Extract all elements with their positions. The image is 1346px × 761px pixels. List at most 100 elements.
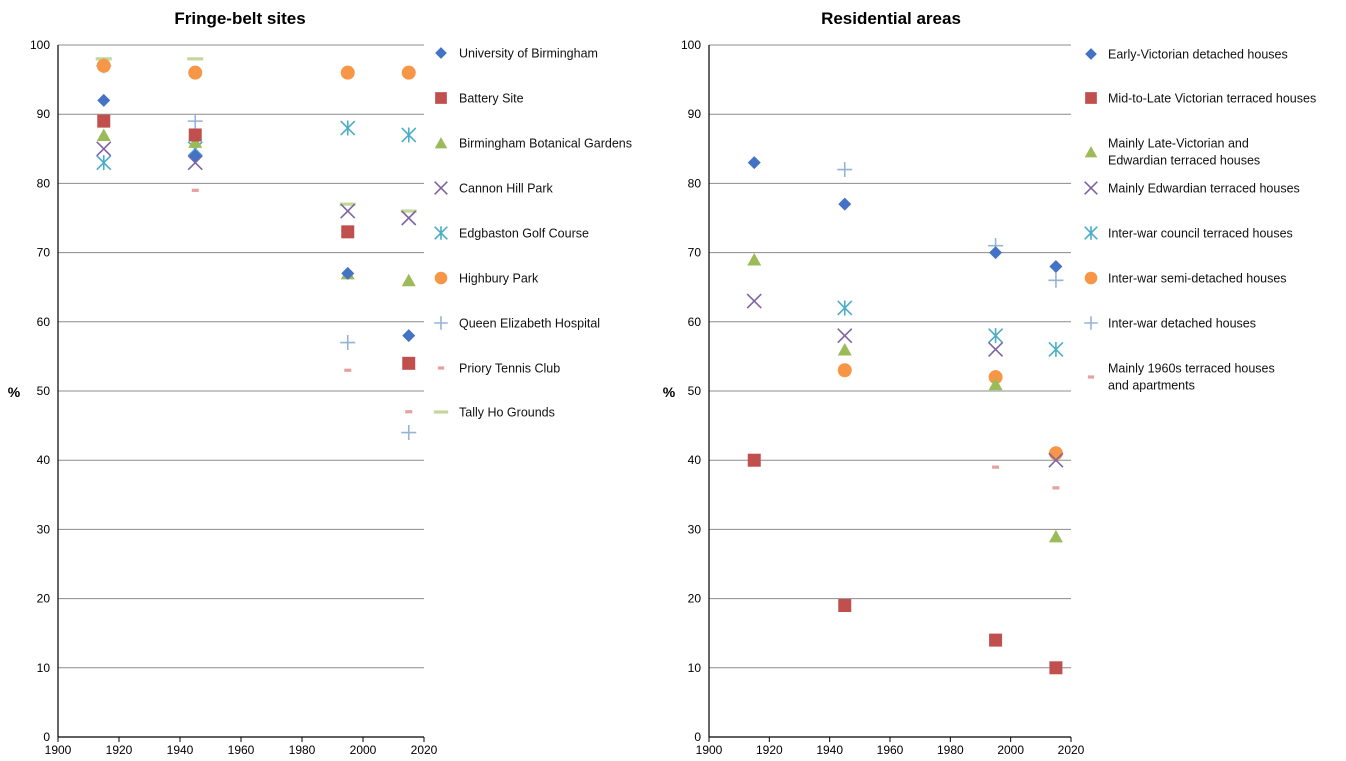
- legend-label: Birmingham Botanical Gardens: [459, 137, 632, 151]
- data-point: [402, 329, 416, 343]
- data-point: [1049, 259, 1063, 273]
- data-point: [96, 128, 111, 141]
- legend-item: Edgbaston Golf Course: [434, 226, 589, 241]
- legend-marker: [433, 410, 449, 414]
- legend-item: Queen Elizabeth Hospital: [434, 316, 600, 331]
- data-point: [188, 128, 202, 142]
- legend-item: Early-Victorian detached houses: [1085, 48, 1288, 62]
- legend-item: Birmingham Botanical Gardens: [434, 137, 632, 151]
- legend-marker: [1084, 271, 1098, 285]
- chart-panel-2: Residential areas 0 10 20 30 40 50 60 70 80 90 100 1…: [663, 9, 1316, 757]
- legend-item: Mid-to-Late Victorian terraced houses: [1085, 92, 1316, 106]
- data-point: [988, 370, 1003, 385]
- legend-item: Inter-war detached houses: [1084, 316, 1256, 331]
- legend-item: Mainly Edwardian terraced houses: [1084, 181, 1300, 196]
- legend-item: Mainly 1960s terraced houses and apartmen…: [1087, 362, 1275, 393]
- data-point: [838, 599, 852, 613]
- x-tick-label: 2020: [411, 743, 438, 757]
- x-tick-label: 1900: [45, 743, 72, 757]
- data-point: [1048, 452, 1064, 468]
- y-tick-label: 50: [688, 384, 702, 398]
- legend-label: Edgbaston Golf Course: [459, 227, 589, 241]
- legend-label: Battery Site: [459, 92, 524, 106]
- data-point: [341, 225, 355, 239]
- chart-panel-1: Fringe-belt sites 0 10 20 30 40 50 60 70 80 90 100 1…: [8, 9, 632, 757]
- legend-marker: [1087, 375, 1095, 379]
- legend-marker: [434, 181, 448, 195]
- data-point: [992, 465, 1000, 469]
- y-axis-label: %: [663, 384, 676, 400]
- chart-title: Residential areas: [821, 9, 961, 28]
- data-point: [746, 293, 762, 309]
- legend-label: Early-Victorian detached houses: [1108, 48, 1288, 62]
- legend-marker: [435, 92, 447, 104]
- legend-label: Tally Ho Grounds: [459, 406, 555, 420]
- data-point: [837, 328, 853, 344]
- x-tick-label: 1920: [106, 743, 133, 757]
- data-point: [989, 246, 1003, 260]
- legend-item: Highbury Park: [434, 272, 539, 286]
- legend-marker: [1085, 48, 1097, 60]
- data-point: [837, 162, 853, 178]
- legend-label: Cannon Hill Park: [459, 182, 554, 196]
- legend-label: Inter-war detached houses: [1108, 317, 1256, 331]
- y-tick-label: 30: [37, 522, 51, 536]
- y-tick-label: 10: [37, 661, 51, 675]
- data-point: [401, 210, 417, 226]
- x-tick-label: 2020: [1058, 743, 1085, 757]
- y-tick-label: 10: [688, 661, 702, 675]
- data-point: [187, 113, 203, 129]
- data-point: [402, 356, 416, 370]
- data-point: [837, 300, 853, 316]
- y-tick-label: 60: [37, 315, 51, 329]
- legend-item: Priory Tennis Club: [437, 362, 560, 376]
- data-point: [187, 57, 204, 61]
- data-point: [747, 253, 762, 266]
- x-tick-label: 1960: [877, 743, 904, 757]
- data-point: [344, 368, 352, 372]
- data-point: [339, 202, 356, 206]
- data-point: [340, 335, 356, 351]
- y-tick-label: 70: [37, 246, 51, 260]
- legend-item: Inter-war semi-detached houses: [1084, 271, 1287, 286]
- legend-label: Queen Elizabeth Hospital: [459, 317, 600, 331]
- data-point: [401, 273, 416, 287]
- y-tick-label: 50: [37, 384, 51, 398]
- data-point: [340, 120, 356, 136]
- legend-marker: [435, 47, 447, 59]
- data-point: [96, 141, 112, 157]
- legend-label: Priory Tennis Club: [459, 362, 560, 376]
- legend-marker: [1084, 316, 1098, 330]
- legend-marker: [434, 226, 448, 240]
- data-point: [401, 127, 417, 143]
- legend-label: Highbury Park: [459, 272, 539, 286]
- data-point: [837, 342, 852, 356]
- legend-item: Cannon Hill Park: [434, 181, 554, 196]
- y-tick-label: 0: [43, 730, 50, 744]
- x-tick-label: 1960: [228, 743, 255, 757]
- y-tick-label: 70: [688, 246, 702, 260]
- legend-marker: [1084, 146, 1098, 158]
- legend-label: Mainly Edwardian terraced houses: [1108, 182, 1300, 196]
- x-tick-label: 1940: [816, 743, 843, 757]
- data-point: [341, 266, 355, 280]
- data-point: [1049, 661, 1063, 675]
- y-tick-label: 60: [688, 315, 702, 329]
- data-point: [1048, 272, 1064, 288]
- data-point: [340, 203, 356, 219]
- legend-item: University of Birmingham: [435, 47, 598, 61]
- data-point: [401, 425, 417, 441]
- legend-item: Tally Ho Grounds: [433, 406, 555, 420]
- legend-item: Mainly Late-Victorian and Edwardian terra…: [1084, 137, 1260, 168]
- data-point: [96, 155, 112, 171]
- y-tick-label: 20: [688, 592, 702, 606]
- y-tick-label: 80: [688, 176, 702, 190]
- data-point: [837, 363, 852, 378]
- legend-marker: [1084, 226, 1098, 240]
- y-tick-label: 40: [688, 453, 702, 467]
- legend-marker: [1085, 92, 1097, 104]
- y-axis-label: %: [8, 384, 21, 400]
- y-tick-label: 80: [37, 176, 51, 190]
- data-point: [97, 114, 111, 128]
- y-tick-label: 100: [30, 38, 50, 52]
